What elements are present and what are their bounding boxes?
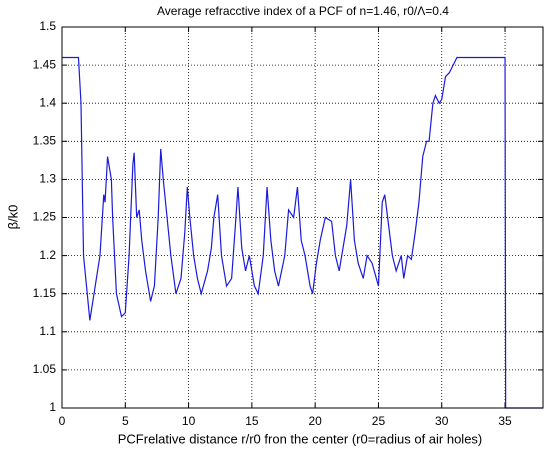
y-tick-label: 1.15: [33, 286, 57, 300]
chart-title: Average refracctive index of a PCF of n=…: [157, 4, 449, 18]
x-axis-label: PCFrelative distance r/r0 fron the cente…: [118, 431, 483, 446]
y-tick-label: 1.5: [39, 19, 56, 33]
x-tick-label: 0: [59, 414, 66, 428]
x-tick-label: 15: [245, 414, 259, 428]
y-tick-label: 1.1: [39, 324, 56, 338]
x-tick-label: 20: [308, 414, 322, 428]
axes-box: [61, 26, 544, 409]
y-tick-label: 1.4: [39, 95, 56, 109]
x-tick-label: 25: [372, 414, 386, 428]
x-tick-label: 10: [182, 414, 196, 428]
y-tick-label: 1.3: [39, 172, 56, 186]
y-tick-label: 1.25: [33, 210, 57, 224]
data-line: [62, 56, 543, 409]
y-tick-label: 1.2: [39, 248, 56, 262]
y-tick-label: 1: [49, 400, 56, 414]
y-tick-label: 1.45: [33, 57, 57, 71]
x-tick-label: 35: [498, 414, 512, 428]
x-tick-label: 5: [122, 414, 129, 428]
y-tick-label: 1.05: [33, 362, 57, 376]
y-tick-label: 1.35: [33, 133, 57, 147]
x-tick-label: 30: [435, 414, 449, 428]
y-axis-label: β/k0: [5, 205, 20, 230]
